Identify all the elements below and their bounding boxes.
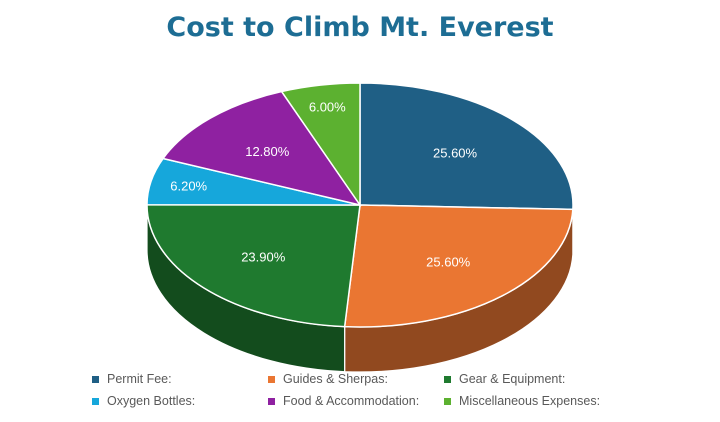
legend-label-4: Food & Accommodation:: [283, 394, 420, 408]
pie-slice-2: [146, 204, 361, 328]
chart-legend: Permit Fee: Guides & Sherpas: Gear & Equip…: [92, 372, 692, 408]
data-label-1: 25.60%: [426, 254, 471, 269]
data-label-2: 23.90%: [241, 249, 286, 264]
legend-label-1: Guides & Sherpas:: [283, 372, 388, 386]
legend-swatch-4: [268, 397, 275, 405]
legend-item-3: Oxygen Bottles:: [92, 394, 268, 408]
legend-label-0: Permit Fee:: [107, 372, 172, 386]
pie-slices: [146, 82, 574, 328]
legend-swatch-0: [92, 375, 99, 383]
legend-swatch-3: [92, 397, 99, 405]
legend-item-0: Permit Fee:: [92, 372, 268, 386]
legend-swatch-5: [444, 397, 451, 405]
legend-swatch-2: [444, 375, 451, 383]
legend-swatch-1: [268, 375, 275, 383]
data-label-5: 6.00%: [309, 100, 346, 115]
legend-item-1: Guides & Sherpas:: [268, 372, 444, 386]
pie-slice-0: [359, 82, 574, 211]
chart-title: Cost to Climb Mt. Everest: [166, 12, 554, 43]
legend-item-4: Food & Accommodation:: [268, 394, 444, 408]
pie-slice-1: [343, 204, 574, 328]
data-label-0: 25.60%: [433, 145, 478, 160]
legend-item-2: Gear & Equipment:: [444, 372, 644, 386]
data-label-3: 6.20%: [170, 179, 207, 194]
legend-label-2: Gear & Equipment:: [459, 372, 566, 386]
legend-label-5: Miscellaneous Expenses:: [459, 394, 601, 408]
legend-label-3: Oxygen Bottles:: [107, 394, 196, 408]
pie-data-labels: 25.60% 25.60% 23.90% 6.20% 12.80% 6.00%: [170, 100, 477, 270]
pie-slice-5: [280, 82, 361, 208]
legend-item-5: Miscellaneous Expenses:: [444, 394, 644, 408]
data-label-4: 12.80%: [245, 144, 290, 159]
pie-slice-4: [161, 90, 362, 207]
